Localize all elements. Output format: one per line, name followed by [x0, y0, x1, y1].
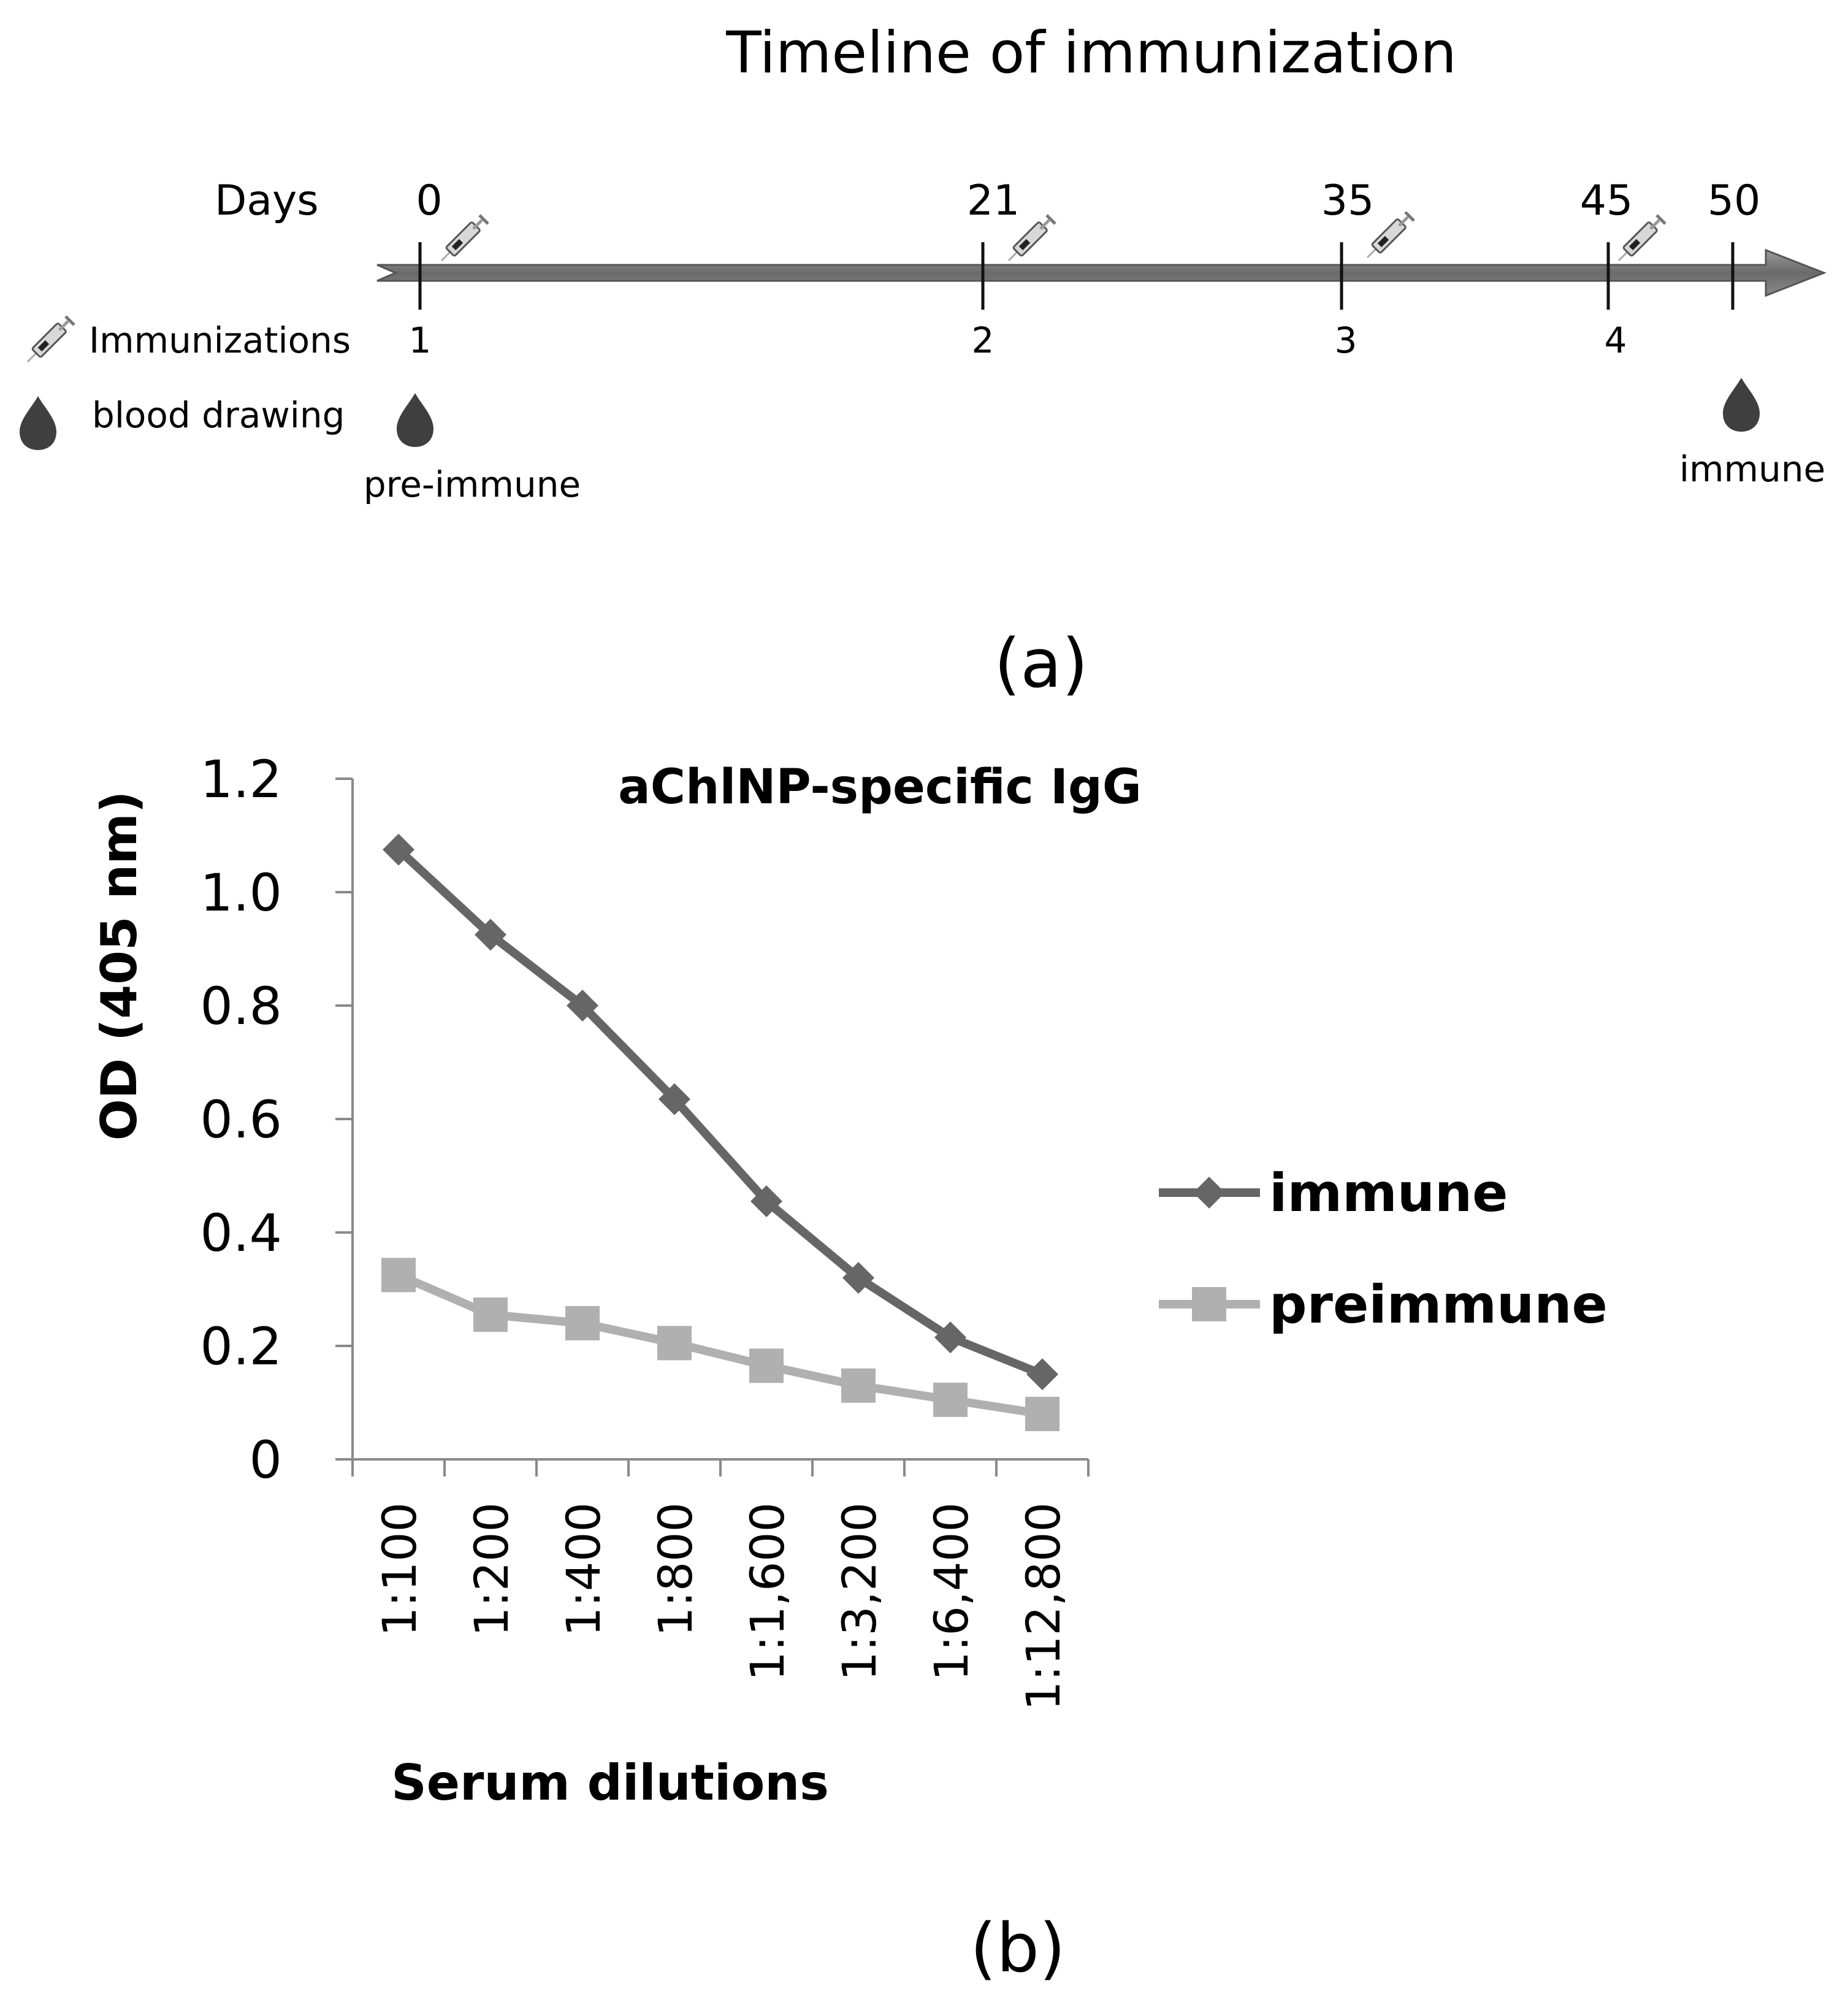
data-point-immune [475, 919, 506, 951]
syringe-icon [28, 316, 74, 362]
legend-blood-drawing-label: blood drawing [92, 394, 345, 436]
data-point-preimmune [1025, 1397, 1060, 1431]
data-point-immune [842, 1262, 874, 1294]
data-point-immune [567, 990, 598, 1022]
x-tick-label: 1:12,800 [1016, 1502, 1071, 1711]
timeline-title: Timeline of immunization [725, 20, 1457, 86]
x-tick-label: 1:6,400 [924, 1502, 979, 1681]
syringe-icon [1367, 212, 1414, 258]
data-point-immune [934, 1321, 966, 1354]
data-point-preimmune [749, 1348, 784, 1383]
legend-marker [1192, 1287, 1226, 1321]
series-line-immune [395, 846, 1044, 1378]
legend-marker [1193, 1177, 1225, 1209]
series-immune [383, 833, 1058, 1391]
day-label: 35 [1321, 177, 1375, 225]
y-tick-label: 0.4 [200, 1203, 282, 1263]
chart-legend: immune preimmune [1159, 1163, 1608, 1335]
panel-a-label: (a) [994, 624, 1088, 703]
x-tick-label: 1:100 [372, 1502, 427, 1637]
legend-label: preimmune [1269, 1274, 1608, 1335]
legend-immunizations-label: Immunizations [89, 319, 351, 361]
day-label: 45 [1580, 177, 1633, 225]
data-point-preimmune [933, 1382, 968, 1417]
y-tick-label: 0 [250, 1430, 282, 1490]
data-point-immune [383, 833, 414, 866]
day-label: 0 [416, 177, 442, 225]
panel-b-label: (b) [970, 1909, 1066, 1987]
immune-label: immune [1679, 448, 1825, 490]
y-tick-label: 1.2 [200, 749, 282, 809]
data-point-preimmune [473, 1297, 508, 1332]
immunization-number: 2 [972, 319, 995, 361]
y-tick-label: 0.2 [200, 1316, 282, 1377]
timeline-ticks: 0 1 21 2 35 3 45 4 50 [409, 177, 1761, 361]
legend-label: immune [1269, 1163, 1508, 1224]
chart-series [381, 833, 1060, 1431]
days-label: Days [215, 177, 319, 225]
chart-title: aChlNP-specific IgG [618, 760, 1142, 815]
immunization-number: 3 [1335, 319, 1357, 361]
x-axis-title: Serum dilutions [391, 1754, 829, 1811]
y-tick-label: 0.8 [200, 976, 282, 1036]
syringe-icon [441, 215, 488, 261]
data-point-preimmune [841, 1368, 876, 1403]
y-tick-label: 1.0 [200, 863, 282, 923]
data-point-preimmune [381, 1258, 416, 1293]
data-point-preimmune [565, 1306, 600, 1340]
x-tick-label: 1:400 [556, 1502, 611, 1637]
blood-drop-icon [1723, 378, 1760, 432]
chart-y-ticks: 0 0.2 0.4 0.6 0.8 1.0 1.2 [200, 749, 353, 1490]
immunization-number: 4 [1605, 319, 1627, 361]
blood-drop-icon [397, 393, 433, 447]
data-point-immune [750, 1185, 782, 1218]
x-tick-label: 1:200 [464, 1502, 519, 1637]
y-axis-title: OD (405 nm) [91, 791, 148, 1141]
data-point-preimmune [657, 1326, 692, 1361]
data-point-immune [659, 1083, 690, 1115]
day-label: 21 [967, 177, 1020, 225]
blood-drop-icon [20, 396, 56, 450]
legend-item-immune: immune [1159, 1163, 1508, 1224]
data-point-immune [1026, 1358, 1058, 1391]
legend-item-preimmune: preimmune [1159, 1274, 1608, 1335]
x-tick-label: 1:3,200 [832, 1502, 887, 1681]
chart-x-ticks: 1:100 1:200 1:400 1:800 1:1,600 1:3,200 1:6,40… [351, 1459, 1090, 1711]
y-tick-label: 0.6 [200, 1090, 282, 1150]
x-tick-label: 1:800 [648, 1502, 703, 1637]
series-preimmune [381, 1258, 1060, 1431]
timeline-arrow [376, 248, 1827, 297]
x-tick-label: 1:1,600 [740, 1502, 795, 1681]
pre-immune-label: pre-immune [364, 464, 581, 505]
immunization-number: 1 [409, 319, 432, 361]
day-label: 50 [1708, 177, 1761, 225]
